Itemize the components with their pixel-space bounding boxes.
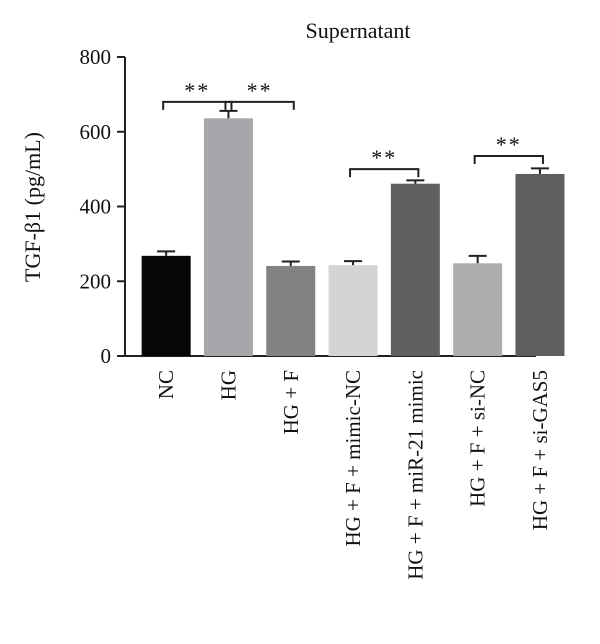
significance-markers: ** ** ** ** — [162, 78, 544, 178]
bar — [203, 118, 253, 356]
x-tick-label: HG + F + si-GAS5 — [528, 370, 552, 530]
x-tick-label: NC — [154, 370, 178, 399]
y-tick-label: 200 — [80, 269, 112, 293]
x-tick-label: HG + F + miR-21 mimic — [403, 370, 427, 580]
y-tick-label: 600 — [80, 120, 112, 144]
bar — [515, 173, 565, 356]
bar — [266, 265, 316, 356]
significance-bracket — [224, 100, 295, 110]
bars — [141, 109, 565, 356]
significance-label: ** — [496, 132, 522, 157]
bar — [141, 255, 191, 356]
bar — [453, 263, 503, 356]
significance-bracket — [473, 155, 544, 165]
y-tick-label: 0 — [101, 344, 112, 368]
y-axis-label: TGF-β1 (pg/mL) — [20, 132, 45, 282]
bar — [390, 183, 440, 356]
significance-label: ** — [184, 78, 210, 103]
x-tick-label: HG + F + mimic-NC — [341, 370, 365, 547]
bar — [328, 265, 378, 356]
x-tick-labels: NC HG HG + F HG + F + mimic-NC HG + F + miR-… — [154, 370, 552, 580]
x-tick-label: HG + F — [279, 370, 303, 434]
y-ticks: 0 200 400 600 800 — [80, 45, 125, 368]
significance-label: ** — [247, 78, 273, 103]
y-tick-label: 400 — [80, 195, 112, 219]
significance-label: ** — [371, 145, 397, 170]
x-tick-label: HG — [216, 370, 240, 400]
x-tick-label: HG + F + si-NC — [466, 370, 490, 507]
y-tick-label: 800 — [80, 45, 112, 69]
significance-bracket — [349, 168, 420, 178]
significance-bracket — [162, 100, 233, 110]
chart-title: Supernatant — [305, 18, 410, 43]
